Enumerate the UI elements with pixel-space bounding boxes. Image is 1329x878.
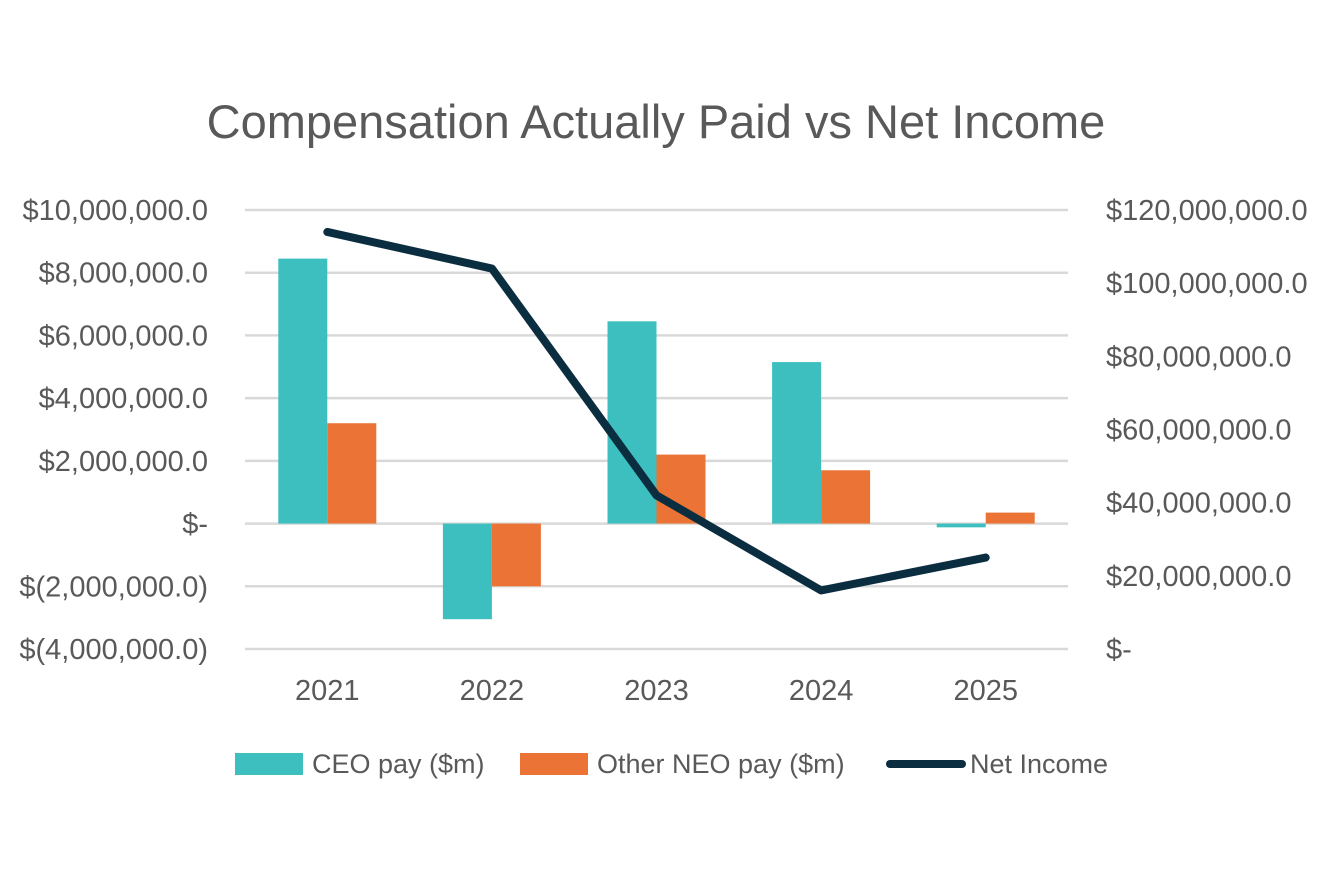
net-income-point <box>985 557 987 559</box>
left-tick-label: $10,000,000.0 <box>23 195 208 227</box>
left-tick-label: $- <box>182 509 208 541</box>
ceo-pay-bar <box>278 258 328 524</box>
left-tick-label: $4,000,000.0 <box>39 383 208 415</box>
right-tick-label: $60,000,000.0 <box>1106 415 1291 447</box>
net-income-point <box>491 268 493 270</box>
x-tick-label: 2022 <box>460 675 525 707</box>
left-tick-label: $6,000,000.0 <box>39 320 208 352</box>
left-tick-label: $(4,000,000.0) <box>19 634 208 666</box>
bar-series <box>278 258 1035 620</box>
left-tick-label: $8,000,000.0 <box>39 258 208 290</box>
other-neo-pay-bar <box>985 512 1035 524</box>
x-tick-label: 2021 <box>295 675 360 707</box>
right-tick-label: $120,000,000.0 <box>1106 195 1308 227</box>
legend-net-income-label: Net Income <box>970 749 1108 779</box>
ceo-pay-bar <box>772 362 822 524</box>
legend-ceo-pay-label: CEO pay ($m) <box>312 749 485 779</box>
chart-title: Compensation Actually Paid vs Net Income <box>207 95 1106 148</box>
left-tick-label: $2,000,000.0 <box>39 446 208 478</box>
legend-other-neo-pay-swatch <box>520 753 588 775</box>
x-axis: 2021 2022 2023 2024 2025 <box>295 675 1018 707</box>
left-tick-label: $(2,000,000.0) <box>19 571 208 603</box>
right-tick-label: $20,000,000.0 <box>1106 561 1291 593</box>
x-tick-label: 2023 <box>624 675 689 707</box>
right-y-axis: $120,000,000.0 $100,000,000.0 $80,000,000.… <box>1106 195 1308 666</box>
ceo-pay-bar <box>607 321 657 524</box>
left-y-axis: $10,000,000.0 $8,000,000.0 $6,000,000.0 $4,… <box>19 195 208 666</box>
ceo-pay-bar <box>936 523 986 528</box>
line-series <box>323 227 990 595</box>
other-neo-pay-bar <box>821 470 871 524</box>
right-tick-label: $- <box>1106 634 1132 666</box>
x-tick-label: 2024 <box>789 675 854 707</box>
right-tick-label: $40,000,000.0 <box>1106 488 1291 520</box>
other-neo-pay-bar <box>491 523 541 587</box>
legend: CEO pay ($m) Other NEO pay ($m) Net Income <box>235 749 1108 779</box>
right-tick-label: $100,000,000.0 <box>1106 268 1308 300</box>
right-tick-label: $80,000,000.0 <box>1106 341 1291 373</box>
legend-ceo-pay-swatch <box>235 753 303 775</box>
x-tick-label: 2025 <box>953 675 1018 707</box>
net-income-point <box>820 589 822 591</box>
net-income-point <box>326 231 328 233</box>
other-neo-pay-bar <box>327 423 377 524</box>
net-income-point <box>656 494 657 496</box>
ceo-pay-bar <box>442 523 492 620</box>
legend-other-neo-pay-label: Other NEO pay ($m) <box>597 749 845 779</box>
